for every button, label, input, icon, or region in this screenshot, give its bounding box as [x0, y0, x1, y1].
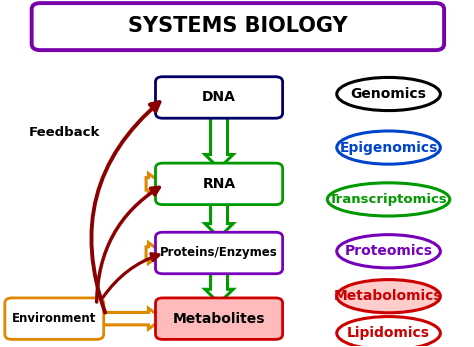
- Text: Epigenomics: Epigenomics: [339, 141, 438, 154]
- Text: Genomics: Genomics: [351, 87, 427, 101]
- Text: Environment: Environment: [12, 312, 96, 325]
- Text: RNA: RNA: [202, 177, 236, 191]
- Text: DNA: DNA: [202, 91, 236, 104]
- FancyBboxPatch shape: [5, 298, 104, 339]
- Text: Proteomics: Proteomics: [345, 244, 433, 258]
- Text: Lipidomics: Lipidomics: [347, 326, 430, 340]
- FancyBboxPatch shape: [155, 298, 283, 339]
- Ellipse shape: [337, 77, 440, 111]
- Ellipse shape: [337, 280, 440, 313]
- Text: Metabolites: Metabolites: [173, 312, 265, 325]
- Text: Feedback: Feedback: [28, 126, 100, 138]
- FancyBboxPatch shape: [155, 232, 283, 274]
- Ellipse shape: [337, 316, 440, 347]
- Text: Metabolomics: Metabolomics: [334, 289, 443, 303]
- FancyBboxPatch shape: [32, 3, 444, 50]
- Text: SYSTEMS BIOLOGY: SYSTEMS BIOLOGY: [128, 16, 348, 36]
- Text: Proteins/Enzymes: Proteins/Enzymes: [160, 246, 278, 260]
- Ellipse shape: [328, 183, 450, 216]
- FancyBboxPatch shape: [155, 163, 283, 205]
- FancyBboxPatch shape: [155, 77, 283, 118]
- Text: Transcriptomics: Transcriptomics: [329, 193, 448, 206]
- Ellipse shape: [337, 131, 440, 164]
- Ellipse shape: [337, 235, 440, 268]
